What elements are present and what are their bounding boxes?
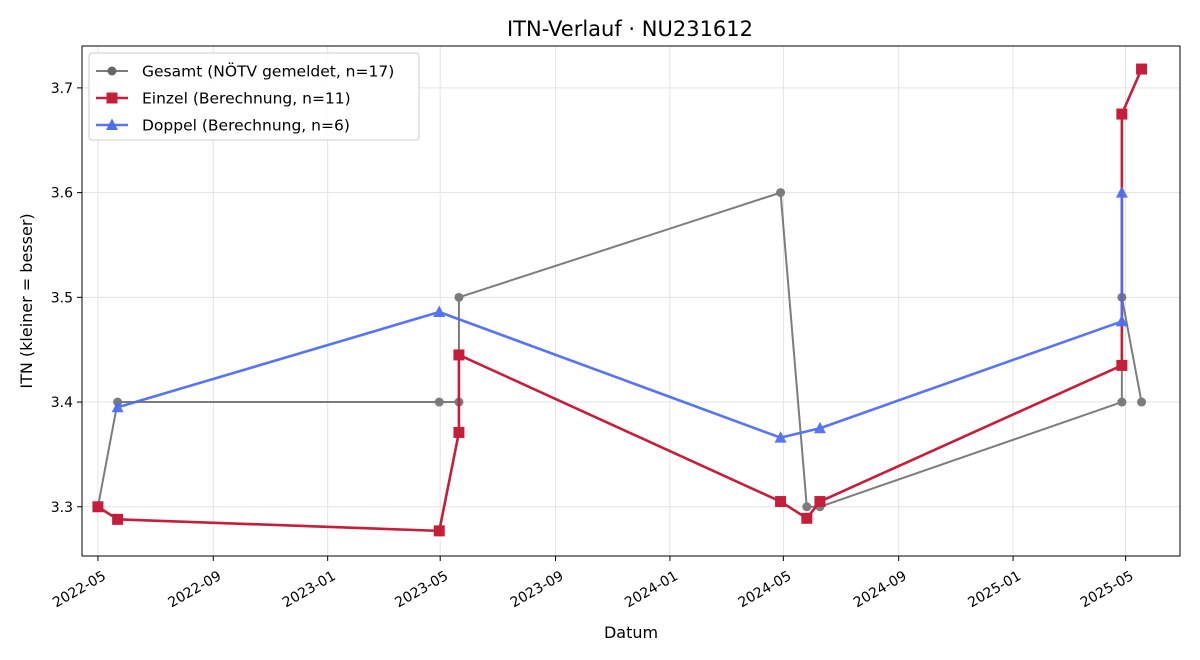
data-point <box>1116 108 1128 120</box>
data-point <box>92 501 104 513</box>
legend-entry: Einzel (Berechnung, n=11) <box>96 90 351 108</box>
data-point <box>433 525 445 537</box>
x-axis: 2022-05 2022-09 2023-01 2023-05 2023-09 2024-… <box>50 556 1137 611</box>
data-point <box>775 496 787 508</box>
data-point <box>801 512 813 524</box>
x-tick-label: 2022-05 <box>50 568 109 611</box>
legend-label: Gesamt (NÖTV gemeldet, n=17) <box>142 62 394 81</box>
y-tick-label: 3.3 <box>51 500 73 516</box>
x-tick-label: 2024-05 <box>736 568 795 611</box>
data-point <box>112 513 124 525</box>
x-tick-label: 2025-01 <box>965 568 1024 611</box>
data-point <box>454 292 464 302</box>
x-tick-label: 2024-09 <box>851 568 910 611</box>
x-tick-label: 2023-05 <box>392 568 451 611</box>
legend-label: Einzel (Berechnung, n=11) <box>142 90 351 108</box>
series-1 <box>93 188 1147 512</box>
legend-swatch-marker <box>107 66 117 76</box>
plot-frame <box>81 45 1181 557</box>
y-tick-label: 3.6 <box>51 186 73 202</box>
x-tick-label: 2023-01 <box>280 568 339 611</box>
series-line <box>117 192 1124 439</box>
data-point <box>433 305 446 317</box>
legend-entry: Doppel (Berechnung, n=6) <box>96 117 350 135</box>
x-tick-label: 2024-01 <box>622 568 681 611</box>
data-point <box>1137 397 1147 407</box>
data-point <box>814 496 826 508</box>
y-tick-label: 3.7 <box>51 81 73 97</box>
x-tick-label: 2025-05 <box>1078 568 1137 611</box>
y-axis: 3.3 3.4 3.5 3.6 3.7 <box>51 81 82 516</box>
data-point <box>434 397 444 407</box>
data-point <box>1115 314 1128 327</box>
data-point <box>774 431 787 443</box>
legend-swatch-marker <box>106 92 118 104</box>
chart-title: ITN-Verlauf · NU231612 <box>507 17 753 41</box>
data-point <box>813 421 826 434</box>
data-point <box>776 188 786 198</box>
legend-swatch-marker <box>106 118 118 130</box>
x-axis-label: Datum <box>604 623 658 642</box>
data-point <box>1117 397 1127 407</box>
data-point <box>1116 359 1128 371</box>
series-line <box>96 191 1143 508</box>
x-tick-label: 2023-09 <box>508 568 567 611</box>
data-point <box>1115 186 1128 198</box>
y-tick-label: 3.4 <box>51 395 73 411</box>
series-3 <box>111 186 1128 443</box>
data-point <box>1136 63 1148 75</box>
x-tick-label: 2022-09 <box>166 568 225 611</box>
data-point <box>453 426 465 438</box>
legend-box <box>88 52 420 141</box>
data-point <box>111 400 124 413</box>
y-tick-label: 3.5 <box>51 290 73 306</box>
legend-label: Doppel (Berechnung, n=6) <box>142 117 350 135</box>
data-point <box>802 502 812 512</box>
series-layer <box>92 63 1148 537</box>
legend: Gesamt (NÖTV gemeldet, n=17) Einzel (Bere… <box>88 52 420 141</box>
legend-entry: Gesamt (NÖTV gemeldet, n=17) <box>96 62 394 81</box>
data-point <box>453 349 465 361</box>
y-axis-label: ITN (kleiner = besser) <box>17 213 36 388</box>
